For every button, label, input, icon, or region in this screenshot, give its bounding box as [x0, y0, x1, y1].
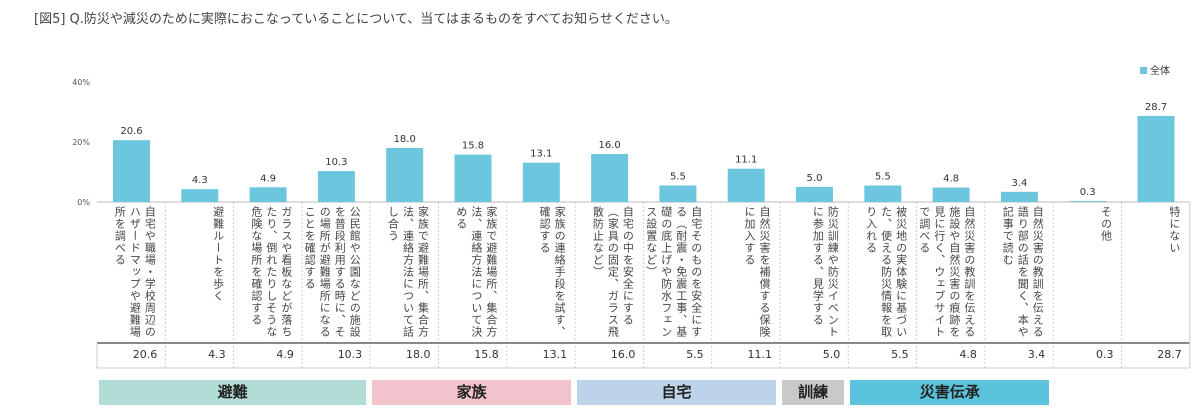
category-label: 防災訓練や防災イベントに参加する、見学する: [811, 206, 840, 338]
category-label: 公民館や公園などの施設を普段利用する時に、その場所が避難場所になることを確認する: [303, 206, 362, 338]
group-band: 自宅: [577, 380, 776, 405]
category-label: 自宅や職場・学校周辺のハザードマップや避難場所を調べる: [113, 206, 157, 338]
chart-title: [図5] Q.防災や減災のために実際におこなっていることについて、当てはまるもの…: [34, 12, 678, 27]
table-cell-value: 5.5: [891, 348, 909, 361]
data-label: 5.0: [807, 173, 823, 184]
data-label: 10.3: [325, 157, 347, 168]
category-label: 被災地の実体験に基づいた、使える防災情報を取り入れる: [864, 206, 908, 338]
category-label: 自宅の中を安全にする（家具の固定、ガラス飛散防止など）: [591, 206, 635, 338]
y-tick-label: 0%: [77, 198, 90, 207]
data-label: 16.0: [598, 140, 620, 151]
category-label: 家族で避難場所、集合方法、連絡方法について決める: [454, 206, 498, 338]
bar: [796, 187, 833, 202]
bar: [1069, 201, 1107, 202]
data-label: 13.1: [530, 149, 552, 160]
bar: [727, 168, 765, 202]
bar: [932, 187, 970, 202]
data-label: 3.4: [1011, 178, 1027, 189]
bar: [181, 189, 219, 202]
table-cell-value: 4.9: [276, 348, 294, 361]
category-label: 自然災害の教訓を伝える施設や自然災害の痕跡を見に行く、ウェブサイトで調べる: [917, 206, 976, 338]
bar: [1137, 115, 1175, 202]
table-cell-value: 13.1: [542, 348, 568, 361]
table-cell-value: 20.6: [132, 348, 158, 361]
category-label: 自宅そのものを安全にする（耐震・免震工事、基礎の底上げや防水フェンス設置など）: [644, 206, 703, 338]
data-label: 5.5: [875, 172, 891, 183]
bar: [522, 162, 560, 202]
bar: [249, 187, 287, 202]
data-label: 5.5: [670, 172, 686, 183]
category-label: 自然災害の教訓を伝える語り部の話を聞く、本や記事で読む: [1001, 206, 1045, 338]
data-label: 4.9: [260, 173, 276, 184]
category-label: 避難ルートを歩く: [211, 206, 225, 302]
bar: [386, 148, 424, 202]
category-label: ガラスや看板などが落ちたり、倒れたりしそうな危険な場所を確認する: [249, 206, 293, 338]
table-cell-value: 15.8: [474, 348, 499, 361]
data-label: 28.7: [1145, 102, 1167, 113]
group-band: 避難: [99, 380, 367, 405]
table-cell-value: 5.5: [686, 348, 704, 361]
legend: 全体: [1140, 62, 1170, 77]
category-label: 家族の連絡手段を試す、確認する: [538, 206, 567, 338]
data-label: 11.1: [735, 155, 757, 166]
table-cell-value: 16.0: [610, 348, 636, 361]
table-cell-value: 0.3: [1095, 348, 1114, 361]
table-cell-value: 10.3: [337, 348, 363, 361]
table-cell-value: 3.4: [1027, 348, 1046, 361]
legend-label: 全体: [1150, 66, 1170, 77]
group-band: 訓練: [782, 380, 845, 405]
data-label: 20.6: [120, 126, 142, 137]
table-cell-value: 4.3: [208, 348, 226, 361]
legend-swatch: [1140, 67, 1147, 74]
category-label: 特にない: [1167, 206, 1181, 254]
data-label: 4.8: [943, 174, 959, 185]
y-tick-label: 20%: [72, 138, 90, 147]
bar: [317, 171, 355, 202]
bar: [659, 185, 697, 202]
bar: [113, 140, 150, 202]
bar: [864, 185, 902, 202]
bar: [1000, 191, 1038, 202]
table-cell-value: 4.8: [959, 348, 977, 361]
data-label: 18.0: [394, 134, 416, 145]
y-tick-label: 40%: [72, 78, 90, 87]
table-cell-value: 11.1: [747, 348, 772, 361]
category-label: その他: [1099, 206, 1113, 242]
data-label: 15.8: [462, 141, 484, 152]
group-band: 家族: [372, 380, 572, 405]
bar: [454, 154, 492, 202]
bar: [591, 154, 629, 202]
table-cell-value: 18.0: [405, 348, 431, 361]
table-cell-value: 5.0: [822, 348, 841, 361]
data-label: 4.3: [192, 175, 208, 186]
group-band: 災害伝承: [850, 380, 1050, 405]
category-label: 家族で避難場所、集合方法、連絡方法について話し合う: [386, 206, 430, 338]
data-label: 0.3: [1080, 187, 1096, 198]
table-cell-value: 28.7: [1157, 348, 1182, 361]
category-label: 自然災害を補償する保険に加入する: [743, 206, 771, 338]
